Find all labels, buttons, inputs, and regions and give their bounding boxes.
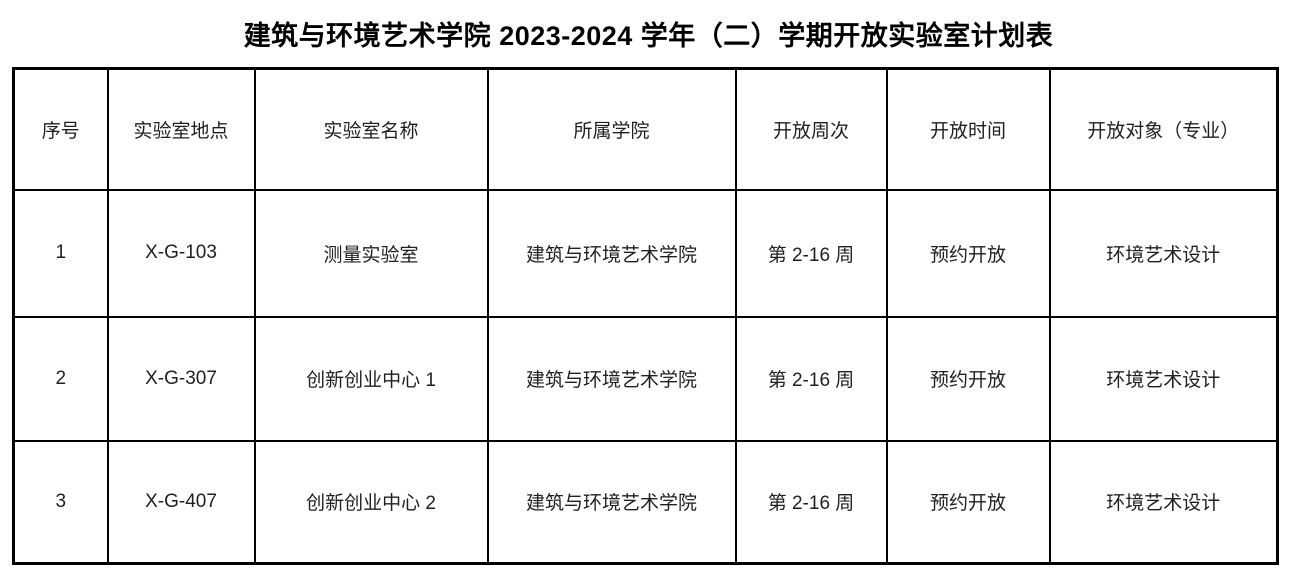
cell-open-major: 环境艺术设计: [1048, 439, 1279, 565]
table-row: 3 X-G-407 创新创业中心 2 建筑与环境艺术学院 第 2-16 周 预约…: [12, 439, 1279, 565]
cell-index: 3: [12, 439, 109, 565]
cell-open-time: 预约开放: [885, 439, 1051, 565]
page-title: 建筑与环境艺术学院 2023-2024 学年（二）学期开放实验室计划表: [243, 21, 1054, 51]
cell-lab-name: 测量实验室: [253, 188, 489, 318]
cell-location: X-G-103: [106, 188, 256, 318]
cell-open-weeks: 第 2-16 周: [734, 439, 888, 565]
cell-college: 建筑与环境艺术学院: [486, 439, 737, 565]
column-header-open-time: 开放时间: [885, 67, 1051, 191]
cell-lab-name: 创新创业中心 2: [253, 439, 489, 565]
cell-location: X-G-407: [106, 439, 256, 565]
cell-index: 2: [12, 315, 109, 442]
column-header-college: 所属学院: [486, 67, 737, 191]
cell-index: 1: [12, 188, 109, 318]
table-header-row: 序号 实验室地点 实验室名称 所属学院 开放周次 开放时间 开放对象（专业）: [12, 67, 1279, 191]
table-row: 2 X-G-307 创新创业中心 1 建筑与环境艺术学院 第 2-16 周 预约…: [12, 315, 1279, 442]
open-lab-schedule-table: 序号 实验室地点 实验室名称 所属学院 开放周次 开放时间 开放对象（专业） 1…: [12, 67, 1279, 565]
cell-open-time: 预约开放: [885, 188, 1051, 318]
cell-lab-name: 创新创业中心 1: [253, 315, 489, 442]
cell-open-time: 预约开放: [885, 315, 1051, 442]
column-header-lab-name: 实验室名称: [253, 67, 489, 191]
column-header-location: 实验室地点: [106, 67, 256, 191]
cell-open-weeks: 第 2-16 周: [734, 315, 888, 442]
cell-open-major: 环境艺术设计: [1048, 315, 1279, 442]
cell-open-major: 环境艺术设计: [1048, 188, 1279, 318]
cell-college: 建筑与环境艺术学院: [486, 315, 737, 442]
column-header-open-weeks: 开放周次: [734, 67, 888, 191]
cell-open-weeks: 第 2-16 周: [734, 188, 888, 318]
column-header-open-major: 开放对象（专业）: [1048, 67, 1279, 191]
cell-location: X-G-307: [106, 315, 256, 442]
cell-college: 建筑与环境艺术学院: [486, 188, 737, 318]
column-header-index: 序号: [12, 67, 109, 191]
table-row: 1 X-G-103 测量实验室 建筑与环境艺术学院 第 2-16 周 预约开放 …: [12, 188, 1279, 318]
